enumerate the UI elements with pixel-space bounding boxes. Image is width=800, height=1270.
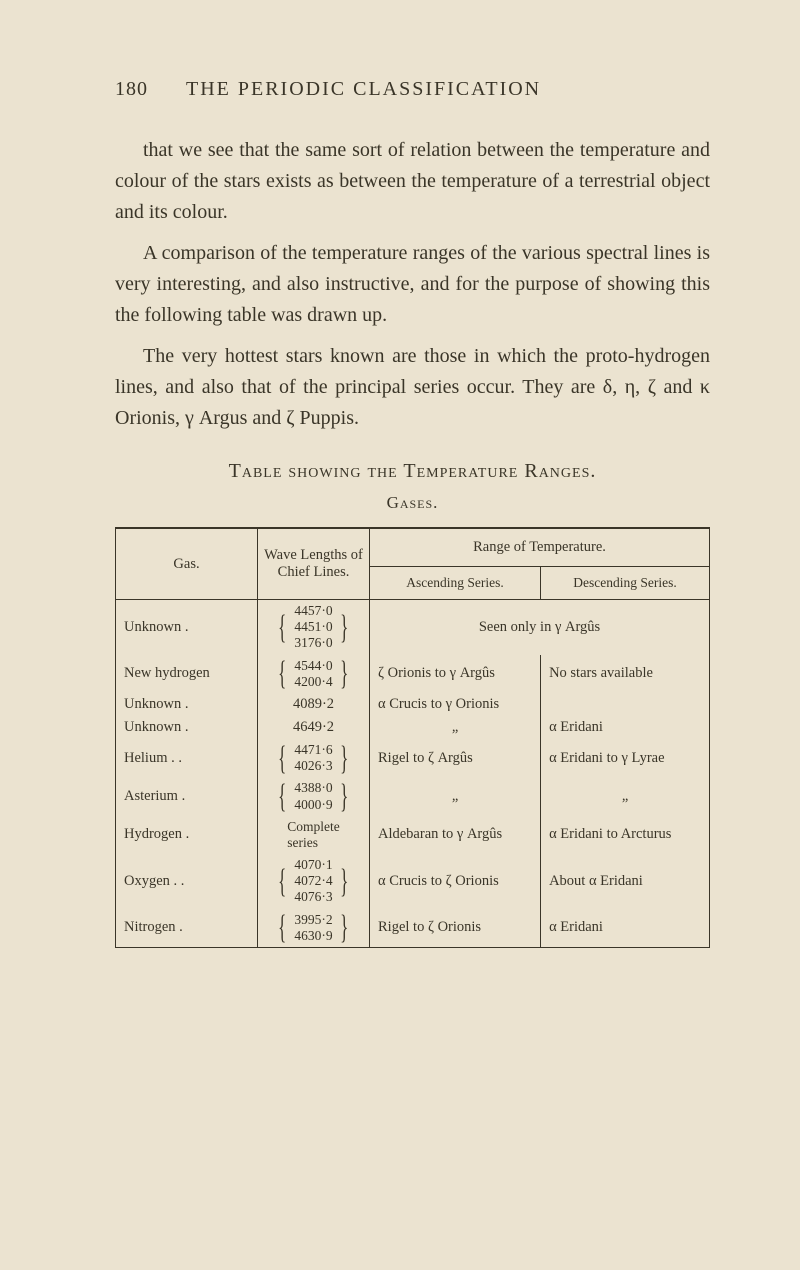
wave-values: 4457·0 4451·0 3176·0 [294,603,332,652]
table-row: Hydrogen . Complete series Aldebaran to … [116,816,710,854]
cell-asc: Aldebaran to γ Argûs [370,816,541,854]
table-row: Nitrogen . { 3995·2 4630·9 } Rigel to ζ … [116,909,710,947]
table-row: Unknown . 4649·2 „ α Eridani [116,716,710,739]
table-row: Helium . . { 4471·6 4026·3 } Rigel to ζ … [116,739,710,777]
page-number: 180 [115,78,148,101]
brace-icon: { [279,919,287,936]
cell-desc: No stars available [541,655,710,693]
wave-values: 4388·0 4000·9 [294,780,332,812]
brace-icon: { [279,788,287,805]
cell-asc: ζ Orionis to γ Argûs [370,655,541,693]
gases-table-wrap: Gas. Wave Lengths of Chief Lines. Range … [115,527,710,948]
table-subtitle: Gases. [115,493,710,513]
cell-asc: „ [370,777,541,815]
cell-gas: Nitrogen . [116,909,258,947]
cell-wave: { 4457·0 4451·0 3176·0 } [258,600,370,655]
wave-values: 3995·2 4630·9 [294,912,332,944]
cell-gas: Unknown . [116,693,258,716]
cell-desc: α Eridani to γ Lyrae [541,739,710,777]
table-row: Unknown . { 4457·0 4451·0 3176·0 } Seen … [116,600,710,655]
cell-seen-only: Seen only in γ Argûs [370,600,710,655]
cell-gas: Asterium . [116,777,258,815]
brace-icon: } [340,873,348,890]
cell-wave: { 4471·6 4026·3 } [258,739,370,777]
cell-desc: About α Eridani [541,854,710,909]
cell-gas: Oxygen . . [116,854,258,909]
col-gas: Gas. [116,529,258,600]
paragraph-2: A comparison of the temperature ranges o… [115,238,710,331]
cell-wave: Complete series [258,816,370,854]
table-row: New hydrogen { 4544·0 4200·4 } ζ Orionis… [116,655,710,693]
cell-asc: α Crucis to ζ Orionis [370,854,541,909]
brace-icon: } [340,665,348,682]
cell-desc: α Eridani [541,909,710,947]
col-ascending: Ascending Series. [370,567,541,600]
brace-icon: } [340,619,348,636]
cell-gas: New hydrogen [116,655,258,693]
brace-icon: { [279,665,287,682]
cell-wave: { 3995·2 4630·9 } [258,909,370,947]
brace-icon: } [340,750,348,767]
wave-values: 4471·6 4026·3 [294,742,332,774]
table-row: Unknown . 4089·2 α Crucis to γ Orionis [116,693,710,716]
cell-asc: α Crucis to γ Orionis [370,693,541,716]
cell-gas: Unknown . [116,600,258,655]
cell-desc: α Eridani [541,716,710,739]
page-header: 180 THE PERIODIC CLASSIFICATION [115,78,710,101]
table-row: Asterium . { 4388·0 4000·9 } „ „ [116,777,710,815]
paragraph-1: that we see that the same sort of relati… [115,135,710,228]
cell-gas: Hydrogen . [116,816,258,854]
table-row: Oxygen . . { 4070·1 4072·4 4076·3 } α Cr… [116,854,710,909]
cell-desc [541,693,710,716]
cell-desc: „ [541,777,710,815]
gases-table: Gas. Wave Lengths of Chief Lines. Range … [115,529,710,947]
cell-gas: Unknown . [116,716,258,739]
cell-wave: { 4544·0 4200·4 } [258,655,370,693]
cell-wave: 4089·2 [258,693,370,716]
cell-desc: α Eridani to Arcturus [541,816,710,854]
col-range: Range of Temperature. [370,529,710,567]
brace-icon: } [340,788,348,805]
brace-icon: } [340,919,348,936]
brace-icon: { [279,619,287,636]
table-title: Table showing the Temperature Ranges. [115,460,710,483]
cell-wave: 4649·2 [258,716,370,739]
cell-asc: Rigel to ζ Orionis [370,909,541,947]
brace-icon: { [279,873,287,890]
book-page: 180 THE PERIODIC CLASSIFICATION that we … [0,0,800,1008]
paragraph-3: The very hottest stars known are those i… [115,341,710,434]
wave-values: 4544·0 4200·4 [294,658,332,690]
table-header-row-1: Gas. Wave Lengths of Chief Lines. Range … [116,529,710,567]
cell-asc: „ [370,716,541,739]
wave-values: Complete series [287,819,340,851]
cell-asc: Rigel to ζ Argûs [370,739,541,777]
cell-wave: { 4070·1 4072·4 4076·3 } [258,854,370,909]
running-title: THE PERIODIC CLASSIFICATION [186,78,541,101]
col-descending: Descending Series. [541,567,710,600]
wave-values: 4070·1 4072·4 4076·3 [294,857,332,906]
brace-icon: { [279,750,287,767]
cell-gas: Helium . . [116,739,258,777]
cell-wave: { 4388·0 4000·9 } [258,777,370,815]
col-wave: Wave Lengths of Chief Lines. [258,529,370,600]
